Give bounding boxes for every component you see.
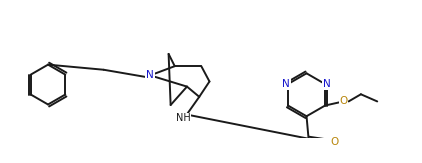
Text: N: N xyxy=(323,79,331,89)
Text: NH: NH xyxy=(176,113,190,123)
Text: N: N xyxy=(146,70,154,80)
Text: N: N xyxy=(282,79,290,89)
Text: O: O xyxy=(339,96,348,106)
Text: O: O xyxy=(330,137,338,147)
